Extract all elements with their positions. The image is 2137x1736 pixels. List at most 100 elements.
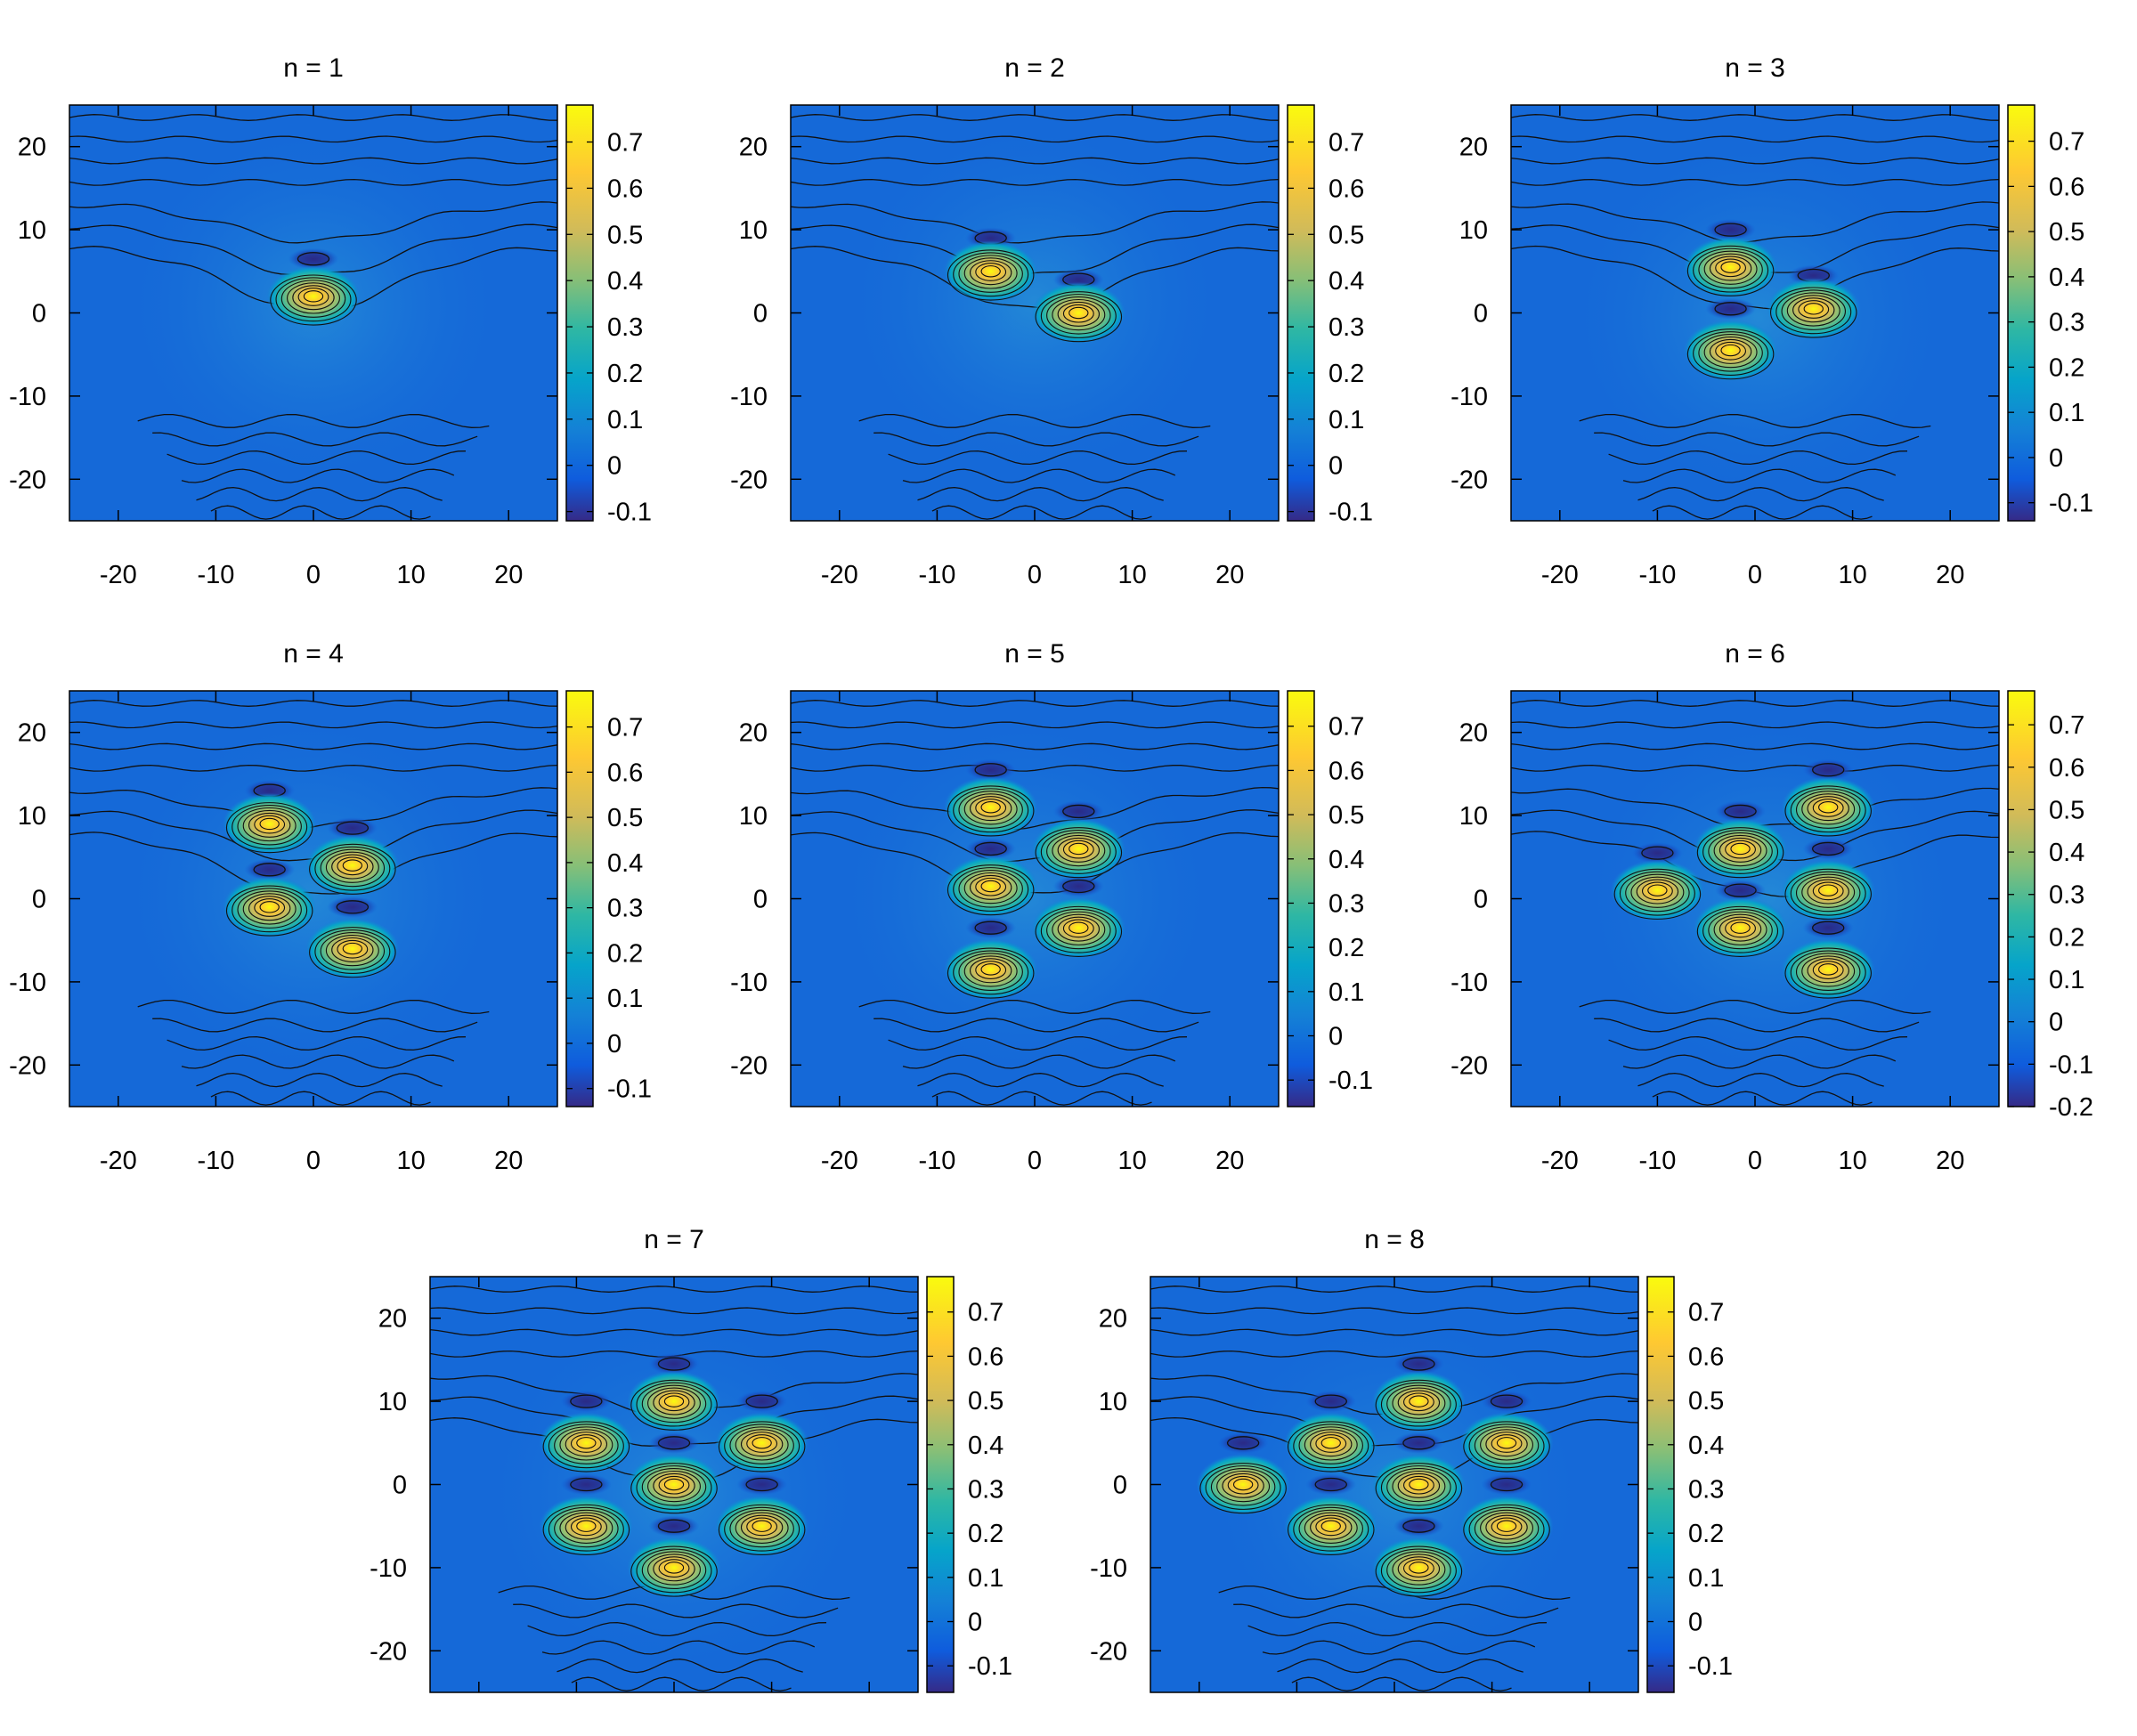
x-tick-label: 10	[1117, 1147, 1146, 1175]
y-tick-label: 0	[753, 886, 768, 914]
contour-line	[196, 1072, 443, 1088]
contour-line	[917, 486, 1164, 502]
y-tick-label: -10	[370, 1554, 407, 1583]
x-tick-label: 10	[1838, 561, 1866, 589]
trough-mark	[1052, 800, 1104, 823]
y-tick-label: -20	[1450, 1051, 1488, 1080]
y-tick-label: 0	[753, 300, 768, 329]
contour-line	[1277, 1658, 1524, 1674]
trough-mark	[1217, 1432, 1269, 1454]
colorbar: 0.7 0.6 0.5 0.4 0.3 0.2 0.1 0 -0.1	[565, 690, 652, 1107]
y-tick-label: 10	[1459, 216, 1488, 245]
colorbar-tick-label: 0.4	[607, 849, 643, 878]
trough-mark	[648, 1432, 700, 1454]
trough-mark	[327, 816, 378, 840]
contour-line	[137, 999, 490, 1014]
peak-mark	[1781, 776, 1875, 839]
colorbar-tick-label: -0.1	[1688, 1652, 1733, 1681]
colorbar-tick-label: 0.1	[1329, 406, 1364, 434]
peak-mark	[627, 1537, 721, 1599]
colorbar-tick-label: 0.3	[607, 895, 643, 923]
x-tick-label: 10	[1117, 561, 1146, 589]
peak-mark	[1781, 859, 1875, 921]
panel-title: n = 1	[283, 53, 344, 83]
colorbar: 0.7 0.6 0.5 0.4 0.3 0.2 0.1 0 -0.1	[926, 1276, 1012, 1693]
x-tick-label: -10	[557, 1732, 595, 1736]
contour-line	[791, 201, 1279, 244]
peak-mark	[539, 1412, 633, 1474]
panel-8: n = 8-20-100102020100-10-200.70.60.50.40…	[1090, 1225, 1733, 1736]
contour-line	[1247, 1621, 1548, 1637]
y-tick-label: -20	[9, 1051, 46, 1080]
colorbar-tick-label: 0.7	[1329, 713, 1364, 742]
colorbar: 0.7 0.6 0.5 0.4 0.3 0.2 0.1 0 -0.1 -0.2	[2007, 690, 2093, 1122]
trough-mark	[648, 1515, 700, 1537]
colorbar-tick-label: 0	[968, 1609, 982, 1637]
colorbar-tick-label: 0.7	[2049, 128, 2084, 157]
colorbar-tick-label: 0.1	[607, 406, 643, 434]
trough-mark	[1481, 1390, 1532, 1413]
peak-mark	[539, 1495, 633, 1557]
colorbar-tick-label: 0.4	[1688, 1432, 1724, 1460]
x-tick-label: -10	[197, 561, 234, 589]
colorbar-tick-label: -0.1	[607, 499, 652, 527]
trough-mark	[1305, 1390, 1357, 1413]
plot-area	[791, 691, 1279, 1107]
trough-mark	[244, 858, 296, 880]
contour-line	[167, 1035, 467, 1051]
peak-mark	[1031, 817, 1125, 880]
contour-line	[1291, 1676, 1512, 1691]
trough-mark	[1715, 880, 1767, 902]
peak-mark	[944, 776, 1038, 839]
x-tick-label: 20	[494, 1147, 523, 1175]
x-tick-label: 0	[1028, 1147, 1042, 1175]
contour-line	[430, 1328, 918, 1336]
background-halo	[857, 132, 1213, 471]
colorbar-tick-label: 0.1	[607, 985, 643, 1013]
trough-mark	[1393, 1352, 1444, 1375]
x-tick-label: 10	[757, 1732, 785, 1736]
peak-mark	[1693, 817, 1788, 880]
y-tick-label: -10	[1450, 383, 1488, 411]
peak-mark	[1371, 1537, 1467, 1599]
x-tick-label: 20	[1215, 1147, 1244, 1175]
contour-line	[1579, 999, 1931, 1014]
contour-line	[858, 413, 1211, 428]
contour-line	[1150, 1307, 1638, 1315]
y-tick-label: 10	[378, 1388, 407, 1416]
x-tick-label: 20	[855, 1732, 883, 1736]
colorbar-tick-label: 0.5	[607, 804, 643, 832]
contour-line	[69, 764, 557, 772]
panel-title: n = 4	[283, 639, 344, 669]
y-tick-label: 10	[1459, 802, 1488, 831]
panel-2: n = 2-20 -10 0 10 2020100-10-200.70.60.50.40…	[730, 53, 1373, 589]
peak-mark	[1610, 859, 1705, 921]
peak-mark	[223, 876, 317, 938]
trough-mark	[560, 1473, 612, 1496]
colorbar-tick-label: 0.7	[968, 1299, 1003, 1327]
contour-line	[791, 742, 1279, 750]
contour-line	[902, 1054, 1176, 1069]
contour-line	[1511, 157, 1999, 165]
peak-mark	[305, 917, 400, 980]
y-tick-label: -10	[730, 383, 768, 411]
y-tick-label: -10	[730, 969, 768, 997]
colorbar-tick-label: 0.6	[968, 1343, 1003, 1371]
colorbar-tick-label: 0.5	[968, 1387, 1003, 1416]
contour-line	[69, 178, 557, 186]
peak-mark	[1371, 1453, 1467, 1516]
trough-mark	[560, 1390, 612, 1413]
colorbar-tick-label: 0	[2049, 444, 2063, 473]
y-tick-label: -20	[1090, 1637, 1127, 1666]
colorbar-tick-label: 0.2	[1329, 934, 1364, 962]
y-tick-label: -10	[9, 383, 46, 411]
contour-line	[1594, 1018, 1920, 1033]
contour-line	[527, 1621, 827, 1637]
x-tick-label: 0	[306, 1147, 321, 1175]
contour-line	[1511, 764, 1999, 772]
x-tick-label: -20	[1541, 1147, 1579, 1175]
colorbar-tick-label: 0.5	[1329, 221, 1364, 249]
peak-mark	[1683, 319, 1778, 382]
contour-line	[1511, 721, 1999, 729]
contour-line	[430, 1307, 918, 1315]
